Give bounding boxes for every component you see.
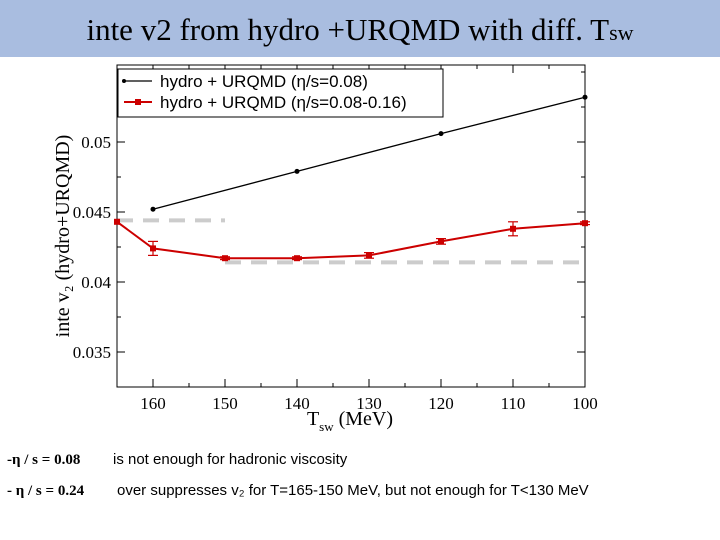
series-1-line bbox=[152, 96, 586, 210]
note-text-2: over suppresses v₂ for T=165-150 MeV, bu… bbox=[117, 482, 589, 499]
title-bar bbox=[0, 0, 720, 57]
series-1-point bbox=[150, 206, 156, 212]
x-tick-label: 140 bbox=[284, 394, 310, 413]
series-2-point bbox=[222, 255, 228, 262]
x-tick-label: 110 bbox=[501, 394, 526, 413]
note-equation-1: -η / s = 0.08 bbox=[7, 452, 81, 468]
v2-chart: 160 150 140 130 120 110 100 0.035 0.04 0.045 0.05 i… bbox=[52, 64, 598, 434]
x-tick-label: 150 bbox=[212, 394, 238, 413]
legend-marker-2 bbox=[135, 99, 141, 105]
series-2-point bbox=[150, 245, 156, 252]
series-2-point bbox=[438, 238, 444, 245]
y-tick-label: 0.05 bbox=[81, 133, 111, 152]
x-tick-label: 160 bbox=[140, 394, 166, 413]
series-2-point bbox=[294, 255, 300, 262]
legend-label-1: hydro + URQMD (η/s=0.08) bbox=[160, 72, 368, 91]
x-tick-label: 130 bbox=[356, 394, 382, 413]
series-1-point bbox=[582, 94, 588, 100]
x-axis-label: Tsw (MeV) bbox=[307, 408, 393, 434]
legend-label-2: hydro + URQMD (η/s=0.08-0.16) bbox=[160, 93, 407, 112]
series-1-point bbox=[438, 131, 444, 137]
legend-marker-1 bbox=[122, 79, 126, 83]
series-2-line bbox=[116, 220, 586, 260]
x-tick-label: 100 bbox=[572, 394, 598, 413]
y-axis-label: inte v₂ (hydro+URQMD) bbox=[52, 135, 74, 338]
x-tick-label: 120 bbox=[428, 394, 454, 413]
slide-title: inte v2 from hydro +URQMD with diff. Tsw bbox=[86, 12, 634, 47]
series-2-point bbox=[114, 218, 120, 225]
y-tick-label: 0.035 bbox=[73, 343, 111, 362]
series-2-point bbox=[510, 225, 516, 232]
legend-box bbox=[117, 68, 444, 118]
series-2-point bbox=[366, 252, 372, 259]
note-equation-2: - η / s = 0.24 bbox=[7, 483, 85, 499]
note-text-1: is not enough for hadronic viscosity bbox=[113, 451, 348, 468]
y-tick-label: 0.04 bbox=[81, 273, 111, 292]
series-2-point bbox=[582, 220, 588, 227]
y-tick-label: 0.045 bbox=[73, 203, 111, 222]
series-1-point bbox=[294, 168, 300, 174]
